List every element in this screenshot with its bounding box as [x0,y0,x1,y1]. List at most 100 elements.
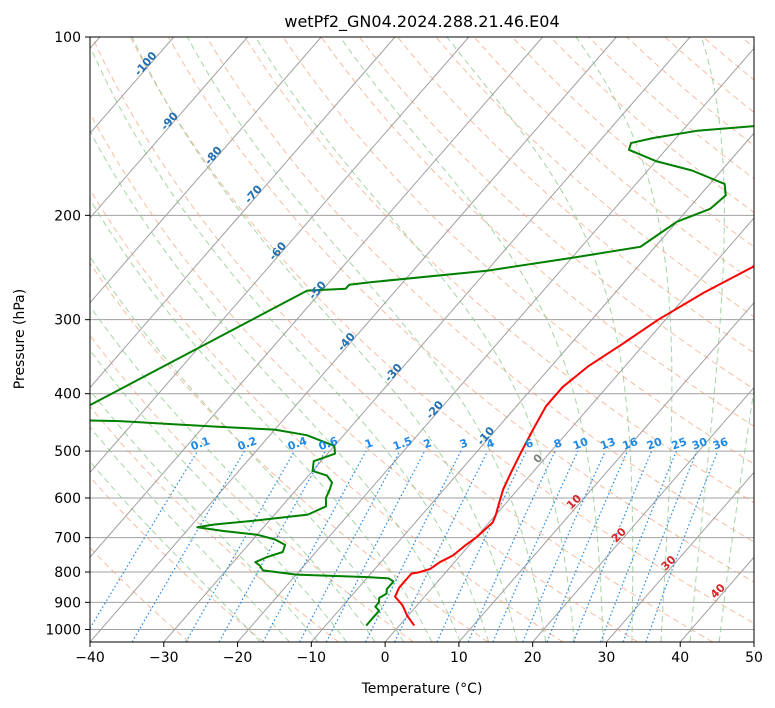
moist-adiabat-label: 0 [531,451,546,466]
mixing-ratio-line [218,450,326,642]
y-tick-label: 1000 [45,622,81,638]
y-tick-label: 800 [54,565,81,581]
x-tick-label: 50 [745,650,763,666]
isotherm-line [606,471,754,642]
moist-adiabat-line [90,349,348,642]
mixing-ratio-line [522,450,606,642]
mixing-ratio-label: 25 [670,435,689,452]
isotherm-line [90,37,617,642]
mixing-ratio-label: 4 [485,436,497,451]
dry-adiabat-line [91,37,713,642]
mixing-ratio-label: 36 [711,435,730,453]
x-tick-label: −20 [223,650,253,666]
isotherm-label: -80 [202,144,225,168]
dry-adiabat-line [90,546,190,642]
isotherm-label: -90 [158,109,181,133]
mixing-ratio-label: 0.2 [236,434,259,453]
pressure-gridlines [90,37,754,630]
y-tick-label: 900 [54,595,81,611]
x-tick-label: 10 [450,650,468,666]
dry-adiabat-line [397,37,754,354]
mixing-ratio-line [645,450,719,642]
mixing-ratio-line [365,450,462,642]
moist-adiabat-line [254,37,575,642]
mixing-ratio-line [572,450,653,642]
moist-adiabat-line [90,198,433,642]
mixing-ratio-label: 3 [458,436,470,451]
moist-adiabat-line [90,130,461,642]
y-tick-label: 700 [54,531,81,547]
moist-adiabat-label: 20 [609,525,629,545]
moist-adiabat-line [90,460,261,642]
mixing-ratio-line [262,450,367,642]
moist-adiabat-line [689,37,725,642]
mixing-ratio-label: 30 [690,435,709,453]
isotherm-line [237,47,754,642]
isotherm-line [90,37,396,389]
isotherm-label: -70 [242,182,265,206]
moist-adiabat-line [186,37,547,642]
isotherm-label: -60 [266,239,289,263]
mixing-ratio-label: 10 [571,435,590,453]
dry-adiabat-line [244,37,754,504]
moist-adiabat-line [90,305,376,642]
y-tick-label: 300 [54,313,81,329]
moist-adiabat-label: 10 [564,492,584,512]
moist-adiabat-line [90,389,319,642]
dry-adiabat-line [90,188,564,642]
isotherm-line [163,37,691,642]
axes: −40 −30 −20 −10 0 10 20 30 40 5010020030040050060… [45,30,763,666]
isotherm-label: -100 [132,49,160,79]
mixing-ratio-label: 13 [599,435,618,452]
dry-adiabat-line [740,37,754,49]
dry-adiabat-line [435,37,754,318]
moist-adiabat-line [575,37,673,642]
mixing-ratio-label: 1 [363,436,375,451]
x-tick-label: 20 [524,650,542,666]
mixing-ratio-line [299,450,401,642]
isotherms [90,37,754,642]
moist-adiabat-line [90,45,490,642]
mixing-ratio-line [600,450,677,642]
sounding-profiles [90,125,754,627]
dry-adiabat-line [129,37,754,624]
isotherm-line [310,132,754,642]
plot-frame [89,36,755,643]
y-tick-label: 400 [54,387,81,403]
isotherm-label: -50 [306,278,329,302]
mixing-ratio-label: 1.5 [391,434,414,453]
mixing-ratio-line [492,450,579,642]
isotherm-line [90,37,543,558]
mixing-ratio-label: 2 [422,436,434,451]
mixing-ratio-line [622,450,698,642]
moist-adiabat-label: 40 [708,581,728,601]
x-tick-label: −40 [75,650,105,666]
y-tick-label: 100 [54,30,81,46]
dry-adiabat-line [206,37,754,543]
mixing-ratio-label: 6 [523,436,535,451]
mixing-ratio-line [546,450,628,642]
mixing-ratio-label: 20 [645,435,664,453]
y-tick-label: 500 [54,444,81,460]
x-tick-label: 40 [671,650,689,666]
moist-adiabat-line [446,37,634,642]
x-tick-label: 0 [381,650,390,666]
temperature-profile-line [394,264,754,627]
chart-title: wetPf2_GN04.2024.288.21.46.E04 [284,12,559,32]
dry-adiabat-line [90,262,489,642]
moist-adiabat-label: 30 [659,553,679,573]
mixing-ratio-label: 0.4 [286,434,309,453]
mixing-ratio-label: 8 [552,436,564,451]
dewpoint-profile-line [90,125,754,627]
x-tick-label: −10 [297,650,327,666]
isotherm-line [90,37,248,219]
mixing-ratio-label: 0.6 [317,434,340,453]
mixing-ratio-line [90,450,199,630]
y-tick-label: 600 [54,491,81,507]
isotherm-line [753,641,754,642]
isotherm-line [532,386,754,642]
mixing-ratio-label: 16 [621,435,640,453]
moist-adiabat-line [90,426,290,642]
x-axis-label: Temperature (°C) [361,681,483,697]
